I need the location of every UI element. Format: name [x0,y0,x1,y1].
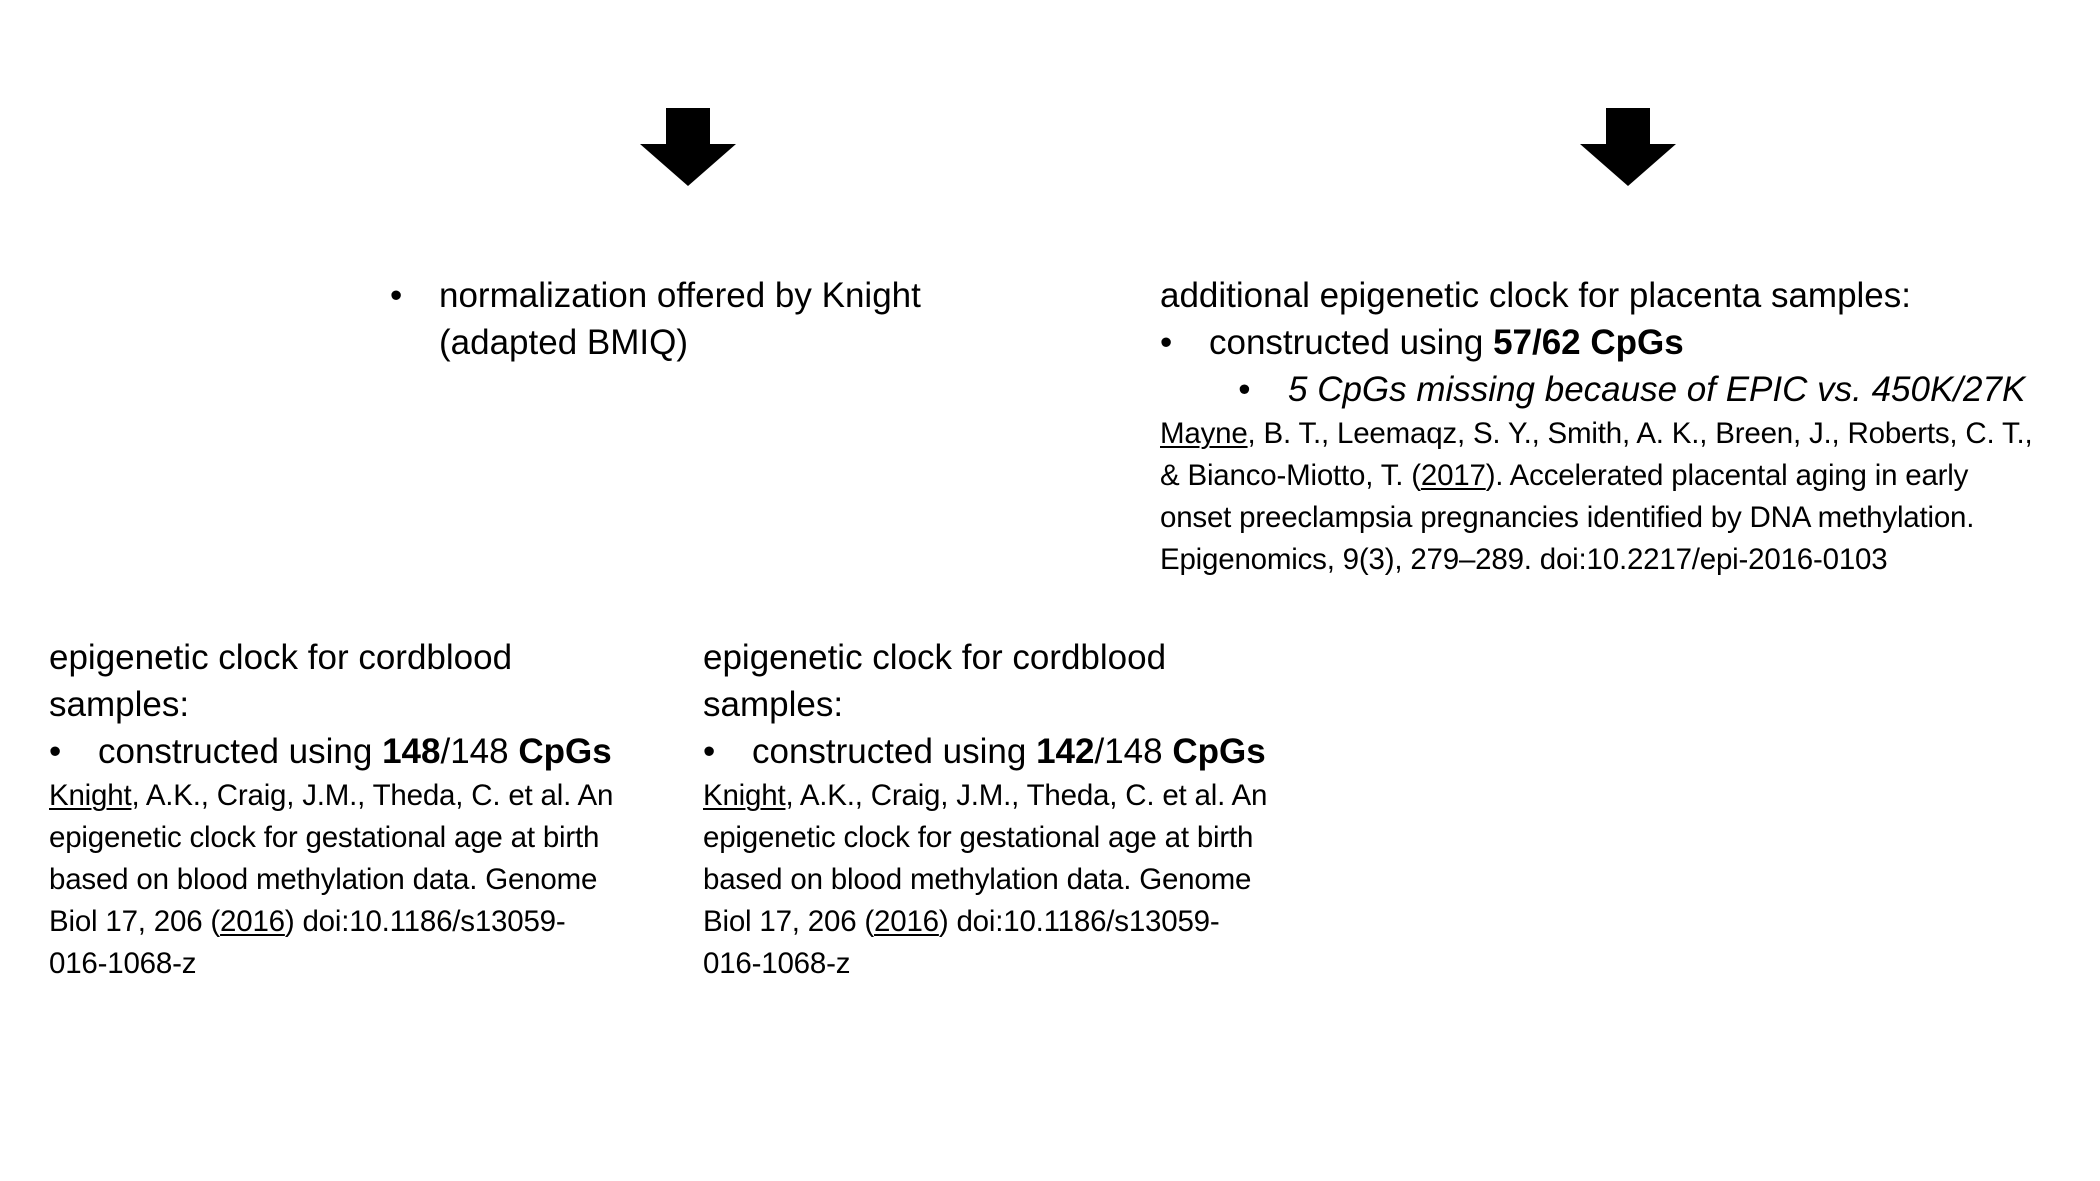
cordblood-left-ref-authors-rest: , A.K., Craig, J.M., Theda, C. et al. An [131,779,614,812]
arrow-down-icon [640,108,736,186]
placenta-heading: additional epigenetic clock for placenta… [1160,276,1911,315]
placenta-ref-author: Mayne [1160,417,1248,450]
placenta-cpg-count: 57/62 CpGs [1493,323,1684,362]
cordblood-right-ref-year: 2016 [874,905,939,938]
cordblood-right-heading-line-2: samples: [703,685,844,724]
placenta-missing-item: • 5 CpGs missing because of EPIC vs. 450… [1160,366,2095,413]
cordblood-left-ref-line-5: 016-1068-z [49,947,197,980]
cordblood-right-ref-line-2: epigenetic clock for gestational age at … [703,821,1254,854]
normalization-line-1: normalization offered by Knight [439,276,921,315]
placenta-constructed-prefix: constructed using [1209,323,1494,362]
normalization-note: • normalization offered by Knight (adapt… [390,272,1030,366]
placenta-missing-text: 5 CpGs missing because of EPIC vs. 450K/… [1288,370,2026,409]
placenta-ref-line-4: Epigenomics, 9(3), 279–289. doi:10.2217/… [1160,543,1888,576]
cordblood-left-count: 148 [382,732,441,771]
cordblood-right-constructed-item: • constructed using 142/148 CpGs [703,728,1333,775]
cordblood-right-ref-authors-rest: , A.K., Craig, J.M., Theda, C. et al. An [785,779,1268,812]
arrow-down-icon [1580,108,1676,186]
cordblood-left-ref-year: 2016 [220,905,285,938]
normalization-line-2: (adapted BMIQ) [439,323,688,362]
normalization-bullet-item: • normalization offered by Knight (adapt… [390,272,1030,366]
cordblood-right-ref-line-5: 016-1068-z [703,947,851,980]
cordblood-right-cpgs: CpGs [1172,732,1266,771]
cordblood-right-ref-line-3: based on blood methylation data. Genome [703,863,1252,896]
placenta-clock-section: additional epigenetic clock for placenta… [1160,272,2095,581]
cordblood-left-ref-line-4-post: ) doi:10.1186/s13059- [284,905,566,938]
cordblood-clock-section-right: epigenetic clock for cordblood samples: … [703,634,1333,985]
cordblood-right-count-total: /148 [1094,732,1173,771]
cordblood-left-ref-line-2: epigenetic clock for gestational age at … [49,821,600,854]
cordblood-right-reference: Knight, A.K., Craig, J.M., Theda, C. et … [703,775,1333,985]
sub-bullet-dot: • [1238,370,1251,409]
bullet-dot: • [49,732,62,771]
cordblood-right-ref-line-4-post: ) doi:10.1186/s13059- [938,905,1220,938]
cordblood-left-heading-line-1: epigenetic clock for cordblood [49,638,513,677]
cordblood-left-heading-line-2: samples: [49,685,190,724]
cordblood-right-count: 142 [1036,732,1095,771]
cordblood-left-ref-line-4-pre: Biol 17, 206 ( [49,905,221,938]
cordblood-right-heading: epigenetic clock for cordblood samples: [703,634,1333,728]
cordblood-clock-section-left: epigenetic clock for cordblood samples: … [49,634,679,985]
cordblood-left-cpgs: CpGs [518,732,612,771]
arrow-down-icon-right-shape [1580,108,1676,186]
placenta-constructed-item: • constructed using 57/62 CpGs [1160,319,2095,366]
placenta-ref-line-3: onset preeclampsia pregnancies identifie… [1160,501,1975,534]
cordblood-right-ref-line-1: Knight, A.K., Craig, J.M., Theda, C. et … [703,775,1333,817]
placenta-ref-year: 2017 [1420,459,1486,492]
placenta-ref-line-2-pre: & Bianco-Miotto, T. ( [1160,459,1421,492]
arrow-down-icon-left-shape [640,108,736,186]
cordblood-left-ref-line-1: Knight, A.K., Craig, J.M., Theda, C. et … [49,775,679,817]
cordblood-right-ref-line-4: Biol 17, 206 (2016) doi:10.1186/s13059- [703,901,1333,943]
cordblood-right-ref-line-4-pre: Biol 17, 206 ( [703,905,875,938]
cordblood-left-constructed-item: • constructed using 148/148 CpGs [49,728,679,775]
cordblood-left-ref-author: Knight [49,779,132,812]
cordblood-right-ref-author: Knight [703,779,786,812]
placenta-ref-authors-rest: , B. T., Leemaqz, S. Y., Smith, A. K., B… [1247,417,2033,450]
cordblood-left-ref-line-4: Biol 17, 206 (2016) doi:10.1186/s13059- [49,901,679,943]
cordblood-left-count-total: /148 [440,732,519,771]
cordblood-left-ref-line-3: based on blood methylation data. Genome [49,863,598,896]
placenta-reference: Mayne, B. T., Leemaqz, S. Y., Smith, A. … [1160,413,2095,581]
bullet-dot: • [703,732,716,771]
bullet-dot: • [390,276,403,315]
bullet-dot: • [1160,323,1173,362]
placenta-ref-line-2-post: ). Accelerated placental aging in early [1485,459,1969,492]
cordblood-right-constructed-prefix: constructed using [752,732,1037,771]
cordblood-left-reference: Knight, A.K., Craig, J.M., Theda, C. et … [49,775,679,985]
cordblood-left-constructed-prefix: constructed using [98,732,383,771]
cordblood-right-heading-line-1: epigenetic clock for cordblood [703,638,1167,677]
placenta-ref-line-1: Mayne, B. T., Leemaqz, S. Y., Smith, A. … [1160,413,2095,455]
cordblood-left-heading: epigenetic clock for cordblood samples: [49,634,679,728]
placenta-ref-line-2: & Bianco-Miotto, T. (2017). Accelerated … [1160,455,2095,497]
